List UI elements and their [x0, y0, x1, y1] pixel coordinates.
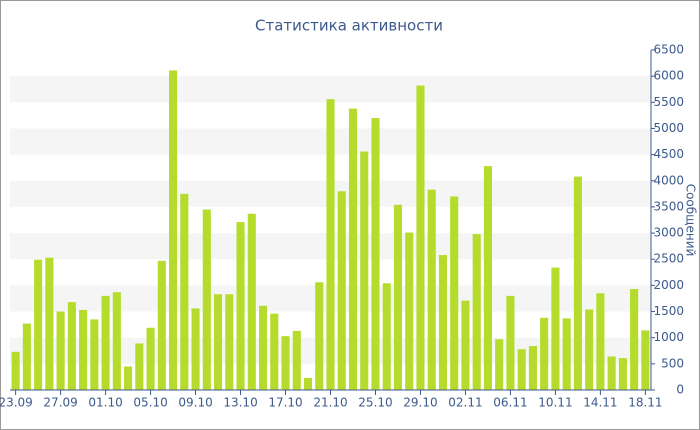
- bar: [382, 283, 391, 390]
- bar: [450, 196, 459, 390]
- bar: [90, 319, 99, 390]
- bar: [517, 349, 526, 390]
- bar: [337, 191, 346, 390]
- bar: [22, 323, 31, 390]
- bar: [236, 222, 245, 390]
- bar: [202, 209, 211, 390]
- bar: [315, 282, 324, 390]
- y-tick-label: 6000: [653, 69, 684, 83]
- bar: [34, 259, 43, 390]
- bar: [472, 234, 481, 390]
- y-tick-label: 1500: [653, 304, 684, 318]
- bar: [540, 317, 549, 390]
- bar: [124, 366, 133, 390]
- chart-title: Статистика активности: [255, 17, 443, 35]
- bar: [112, 292, 121, 390]
- bar: [416, 85, 425, 391]
- bar: [225, 294, 234, 390]
- x-tick-label: 01.10: [88, 396, 122, 410]
- bar: [405, 232, 414, 390]
- bar: [348, 108, 358, 390]
- bar: [607, 356, 616, 390]
- bar: [630, 289, 639, 390]
- bar: [427, 189, 436, 390]
- bar: [438, 255, 448, 390]
- bar: [169, 70, 178, 391]
- x-tick-label: 23.09: [0, 396, 33, 410]
- bar: [157, 260, 166, 390]
- x-tick-label: 21.10: [313, 396, 347, 410]
- bar: [303, 377, 313, 390]
- x-tick-label: 09.10: [178, 396, 212, 410]
- bar: [258, 305, 268, 390]
- bar: [135, 343, 144, 390]
- y-tick-label: 2000: [653, 278, 684, 292]
- bar: [11, 351, 20, 390]
- x-tick-label: 17.10: [268, 396, 302, 410]
- bar: [641, 330, 650, 390]
- x-tick-label: 06.11: [493, 396, 527, 410]
- bar: [281, 336, 290, 390]
- y-tick-label: 0: [676, 383, 684, 397]
- x-tick-label: 18.11: [628, 396, 662, 410]
- bar: [618, 358, 627, 390]
- y-tick-label: 4000: [653, 173, 684, 187]
- x-tick-label: 10.11: [538, 396, 572, 410]
- bar: [562, 318, 571, 390]
- y-tick-label: 3500: [653, 199, 684, 213]
- bar: [573, 176, 582, 390]
- bar: [360, 151, 369, 390]
- bar: [180, 193, 189, 390]
- bar: [326, 99, 335, 391]
- bar: [213, 294, 223, 390]
- y-tick-label: 6500: [653, 43, 684, 57]
- y-tick-label: 5500: [653, 95, 684, 109]
- x-tick-label: 13.10: [223, 396, 257, 410]
- bar: [56, 311, 65, 390]
- bar: [371, 118, 380, 390]
- bar: [596, 293, 605, 390]
- bar: [393, 204, 403, 390]
- bar: [270, 313, 279, 390]
- y-tick-label: 3000: [653, 226, 684, 240]
- bar: [292, 330, 301, 390]
- bar: [146, 327, 155, 390]
- bar: [551, 267, 560, 390]
- bar: [506, 295, 515, 390]
- x-tick-label: 05.10: [133, 396, 167, 410]
- y-tick-label: 500: [661, 356, 684, 370]
- bar: [67, 302, 76, 390]
- bar: [79, 309, 88, 390]
- x-tick-label: 02.11: [448, 396, 482, 410]
- x-tick-label: 29.10: [403, 396, 437, 410]
- bar: [528, 346, 537, 390]
- bar: [191, 308, 200, 390]
- y-axis-label: Сообщений: [684, 184, 698, 257]
- bar: [45, 257, 54, 390]
- bar: [585, 309, 594, 390]
- bar: [101, 295, 110, 390]
- x-tick-label: 25.10: [358, 396, 392, 410]
- y-tick-label: 4500: [653, 147, 684, 161]
- y-tick-label: 2500: [653, 252, 684, 266]
- bar: [247, 213, 256, 390]
- bar: [461, 300, 470, 390]
- bar: [495, 339, 504, 390]
- x-tick-label: 14.11: [583, 396, 617, 410]
- y-tick-label: 1000: [653, 330, 684, 344]
- y-tick-label: 5000: [653, 121, 684, 135]
- x-tick-label: 27.09: [43, 396, 77, 410]
- grid-band: [10, 76, 651, 103]
- bar: [483, 166, 492, 390]
